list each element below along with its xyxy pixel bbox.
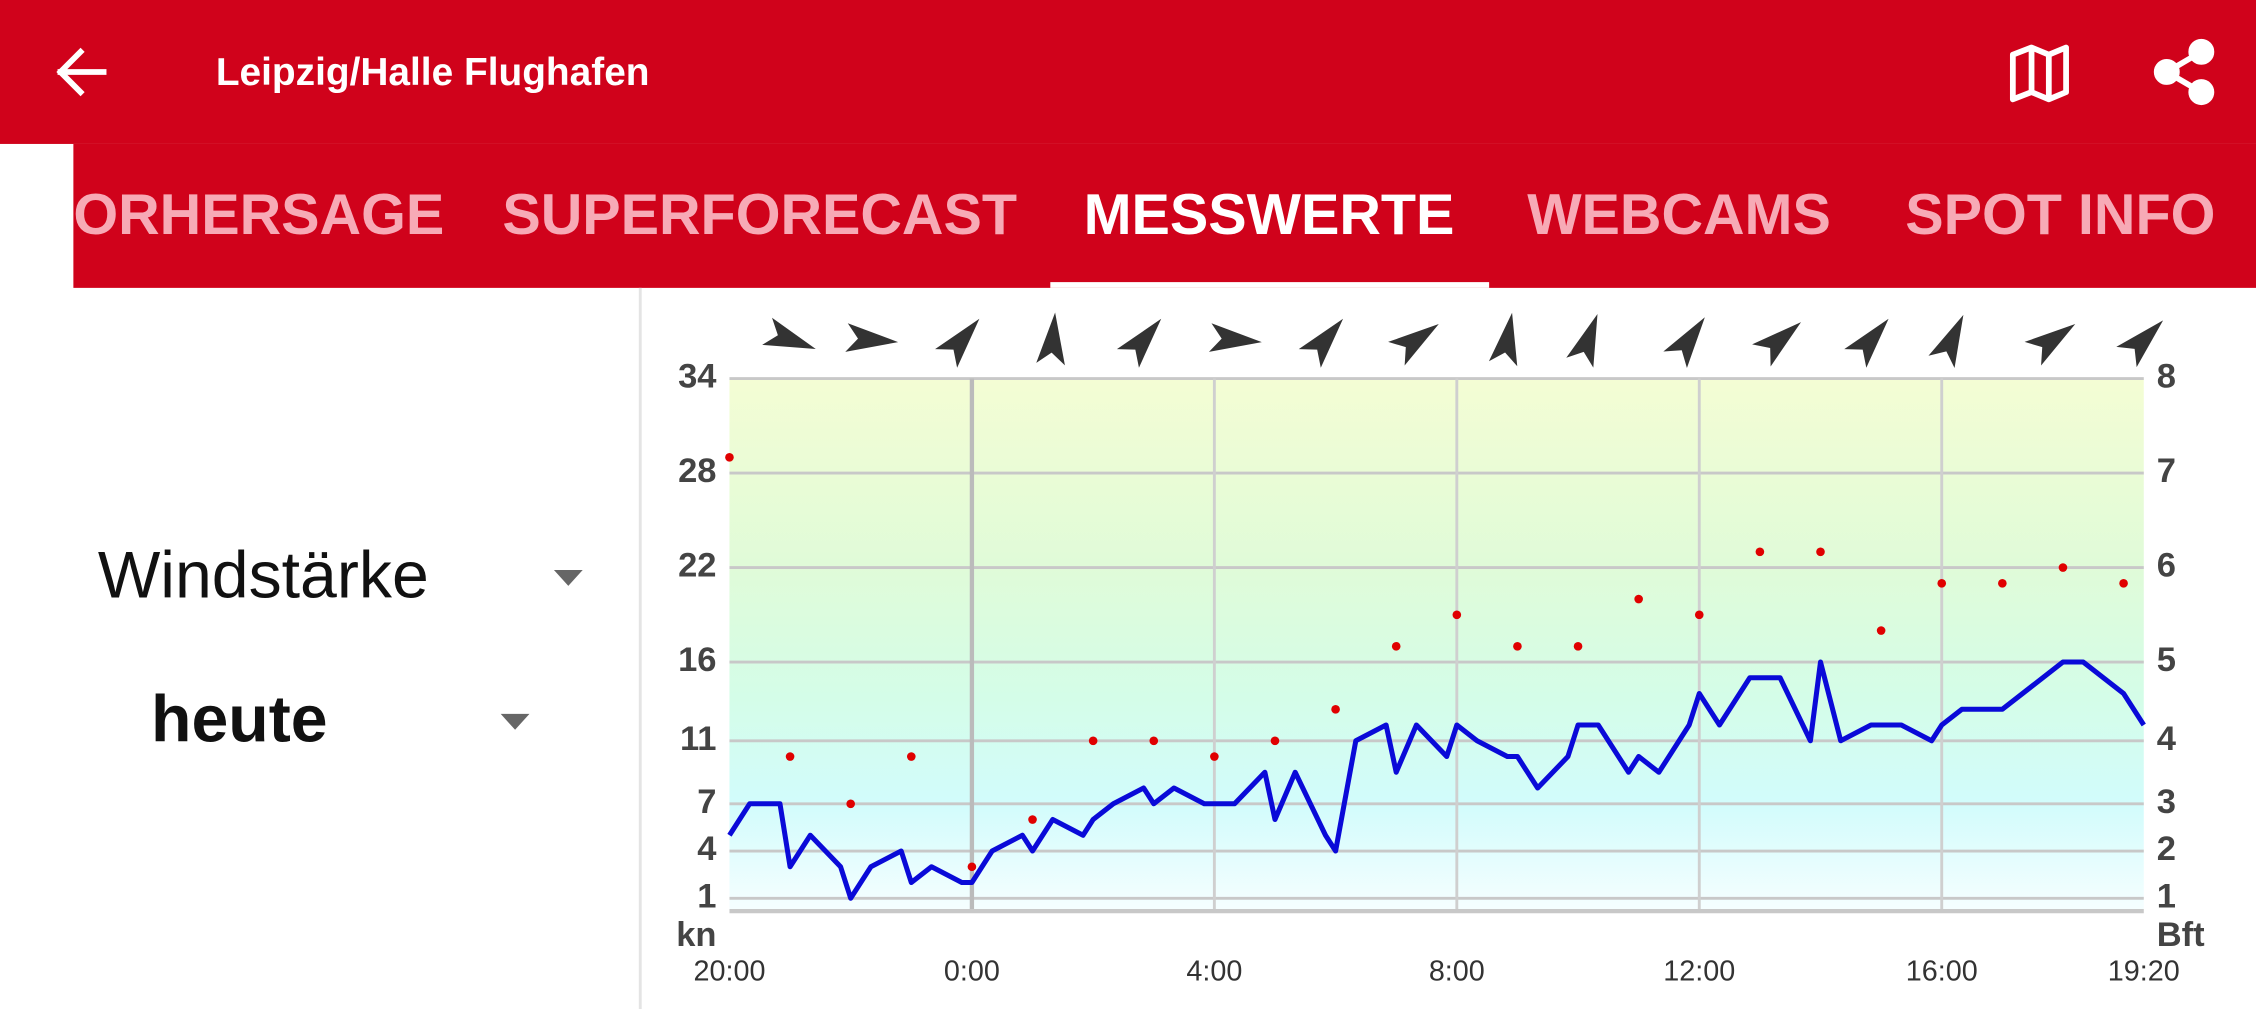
tab[interactable]: WEBCAMS xyxy=(1527,183,1831,247)
wind-arrow xyxy=(1298,318,1344,368)
gust-dot xyxy=(2058,563,2068,572)
gust-dot xyxy=(1513,641,1522,651)
gust-dot xyxy=(1391,641,1401,651)
y2-tick-label: 3 xyxy=(2157,783,2176,821)
tab[interactable]: MESSWERTE xyxy=(1084,183,1455,247)
gust-dot xyxy=(1210,752,1219,761)
gust-dot xyxy=(1816,547,1825,557)
y2-axis-unit: Bft xyxy=(2157,916,2205,954)
map-button[interactable] xyxy=(2009,44,2069,103)
y2-tick-label: 4 xyxy=(2157,720,2177,758)
gust-dot xyxy=(2119,578,2128,588)
gust-dot xyxy=(1331,704,1340,714)
share-button[interactable] xyxy=(2153,38,2215,106)
wind-arrow xyxy=(1488,312,1518,367)
y-tick-label: 28 xyxy=(678,452,716,490)
wind-arrow xyxy=(845,323,899,352)
y2-tick-label: 7 xyxy=(2157,452,2176,490)
y-tick-label: 7 xyxy=(697,783,716,821)
wind-arrow xyxy=(1116,318,1162,368)
x-tick-label: 12:00 xyxy=(1663,956,1735,988)
dropdown-icon[interactable] xyxy=(500,713,530,730)
wind-arrow xyxy=(2116,320,2164,368)
wind-arrow xyxy=(1663,317,1705,368)
gust-dot xyxy=(1573,641,1583,651)
wind-arrow xyxy=(1208,323,1262,352)
gust-dot xyxy=(1694,610,1704,620)
y-tick-label: 4 xyxy=(697,830,717,868)
wind-speed-line xyxy=(727,659,2146,901)
wind-arrow xyxy=(1752,322,1802,367)
gust-dot xyxy=(1270,736,1280,746)
x-tick-label: 19:20 xyxy=(2108,956,2180,988)
plot-background xyxy=(729,378,2144,912)
gust-dot xyxy=(1755,547,1765,557)
gust-dot xyxy=(1937,578,1947,588)
gust-dot xyxy=(1634,594,1643,604)
tab-bar xyxy=(73,143,2256,288)
gust-dot xyxy=(1028,815,1037,824)
y2-tick-label: 5 xyxy=(2157,641,2176,679)
gust-dot xyxy=(725,452,734,462)
tab[interactable]: SPOT INFO xyxy=(1905,183,2215,247)
y-tick-label: 16 xyxy=(678,641,716,679)
wind-arrow xyxy=(935,318,980,368)
y-tick-label: 11 xyxy=(680,720,716,758)
wind-arrow xyxy=(1844,318,1889,368)
app-bar xyxy=(0,0,2256,144)
y-tick-label: 22 xyxy=(678,547,716,585)
day-select[interactable]: heute xyxy=(151,682,327,756)
x-tick-label: 4:00 xyxy=(1186,956,1242,988)
gust-dot xyxy=(785,752,795,761)
y2-tick-label: 6 xyxy=(2157,547,2176,585)
y2-tick-label: 8 xyxy=(2157,358,2176,396)
dropdown-icon[interactable] xyxy=(553,569,583,586)
tab[interactable]: SUPERFORECAST xyxy=(502,183,1017,247)
y-axis-unit: kn xyxy=(676,916,716,954)
wind-arrow xyxy=(1928,314,1964,368)
gust-dot xyxy=(1876,626,1886,635)
wind-arrow xyxy=(1388,324,1439,366)
x-tick-label: 0:00 xyxy=(944,956,1000,988)
gust-dot xyxy=(1088,736,1098,746)
gust-dot xyxy=(846,799,856,809)
gust-dot xyxy=(1149,736,1159,746)
x-tick-label: 16:00 xyxy=(1906,956,1978,988)
tab[interactable]: ORHERSAGE xyxy=(73,183,444,247)
y-tick-label: 1 xyxy=(697,877,716,915)
gust-dot xyxy=(1452,610,1462,620)
gust-dot xyxy=(1998,578,2007,588)
x-tick-label: 20:00 xyxy=(693,956,765,988)
wind-arrow xyxy=(1036,312,1065,366)
gust-dot xyxy=(906,752,916,761)
back-button[interactable] xyxy=(56,47,107,97)
y-tick-label: 34 xyxy=(678,358,717,396)
wind-arrow xyxy=(762,317,816,350)
y2-tick-label: 1 xyxy=(2157,877,2176,915)
measure-select[interactable]: Windstärke xyxy=(98,539,429,613)
x-tick-label: 8:00 xyxy=(1429,956,1485,988)
y2-tick-label: 2 xyxy=(2157,830,2176,868)
gust-dot xyxy=(967,862,977,872)
app-title: Leipzig/Halle Flughafen xyxy=(216,51,650,94)
wind-arrow xyxy=(1566,313,1598,368)
wind-arrow xyxy=(2024,324,2076,366)
tab-indicator xyxy=(1050,282,1490,288)
